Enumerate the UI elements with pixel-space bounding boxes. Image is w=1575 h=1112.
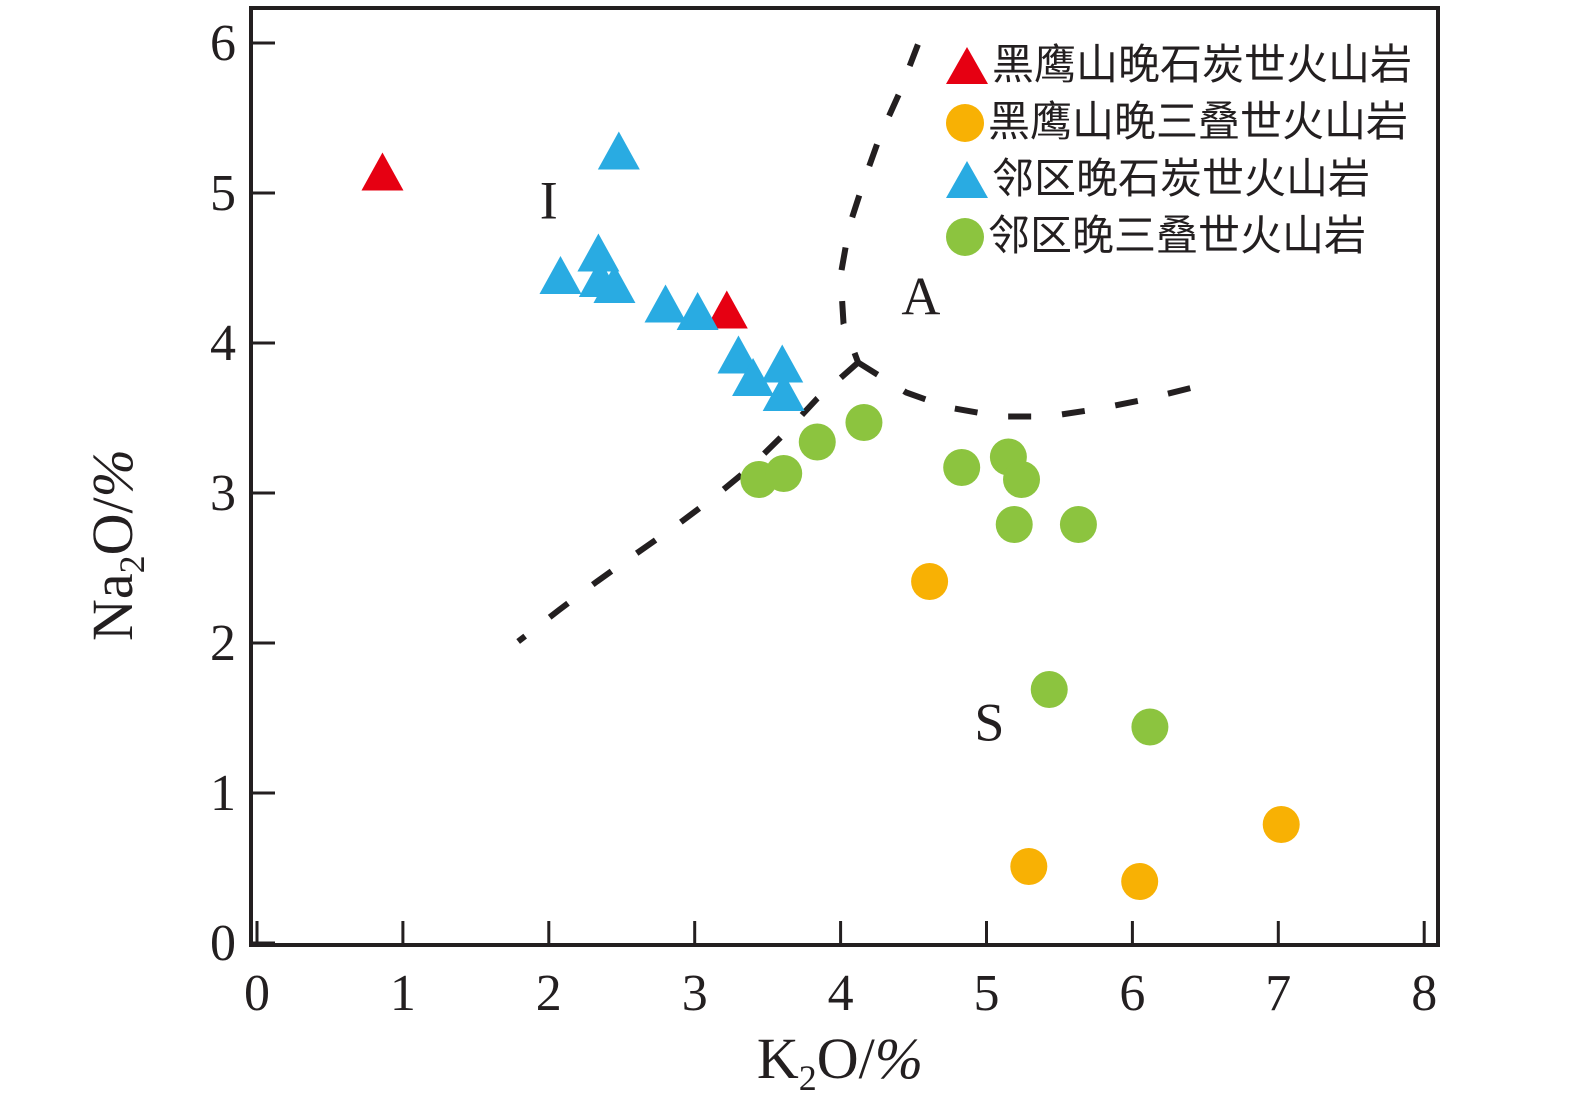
- x-tick-label: 7: [1265, 965, 1291, 1022]
- data-point-series-1: [1262, 806, 1300, 843]
- x-tick-label: 4: [828, 965, 854, 1022]
- data-point-series-3: [765, 455, 803, 492]
- x-tick-label: 5: [974, 965, 1000, 1022]
- region-label-I: I: [540, 171, 558, 231]
- data-point-series-2: [597, 131, 640, 170]
- y-axis-label: Na2O/%: [80, 449, 152, 641]
- y-tick-label: 5: [210, 165, 236, 222]
- field-boundary-dashed-line: [516, 360, 861, 644]
- data-point-series-2: [761, 344, 804, 383]
- x-tick-label: 3: [682, 965, 708, 1022]
- field-boundary-dashed-line: [856, 359, 1192, 420]
- data-point-series-3: [1030, 671, 1068, 708]
- data-point-series-2: [717, 335, 760, 374]
- x-axis-label: K2O/%: [757, 1026, 923, 1098]
- legend-item: 黑鹰山晚三叠世火山岩: [946, 94, 1412, 151]
- data-point-series-3: [995, 506, 1033, 543]
- data-point-series-3: [1003, 461, 1041, 498]
- legend-item: 邻区晚石炭世火山岩: [946, 151, 1412, 208]
- data-point-series-1: [1121, 863, 1159, 900]
- legend-label: 黑鹰山晚三叠世火山岩: [988, 99, 1409, 146]
- region-label-S: S: [974, 693, 1004, 753]
- plot-frame: [249, 6, 1440, 947]
- legend-marker-triangle-icon: [946, 161, 988, 198]
- data-point-series-0: [705, 290, 748, 329]
- legend-marker-circle-icon: [946, 217, 984, 256]
- data-point-series-2: [762, 373, 805, 411]
- legend-item: 邻区晚三叠世火山岩: [946, 208, 1412, 265]
- data-point-series-3: [798, 423, 836, 461]
- data-point-series-3: [845, 404, 883, 441]
- legend-marker-triangle-icon: [946, 47, 988, 84]
- data-point-series-0: [361, 152, 404, 191]
- legend-item: 黑鹰山晚石炭世火山岩: [946, 37, 1412, 94]
- data-point-series-1: [1010, 848, 1048, 885]
- x-tick-label: 6: [1119, 965, 1145, 1022]
- data-point-series-3: [1059, 506, 1097, 543]
- legend: 黑鹰山晚石炭世火山岩 黑鹰山晚三叠世火山岩 邻区晚石炭世火山岩 邻区晚三叠世火山…: [946, 37, 1412, 265]
- y-tick-label: 4: [210, 315, 236, 372]
- data-point-series-2: [539, 256, 582, 294]
- y-tick-label: 3: [210, 465, 236, 522]
- y-tick-label: 2: [210, 615, 236, 672]
- legend-label: 黑鹰山晚石炭世火山岩: [992, 42, 1413, 89]
- data-point-series-3: [943, 449, 981, 486]
- x-tick-label: 1: [390, 965, 416, 1022]
- legend-label: 邻区晚石炭世火山岩: [992, 156, 1371, 203]
- region-label-A: A: [901, 267, 940, 327]
- field-boundary-dashed-line: [837, 43, 921, 364]
- data-point-series-1: [911, 563, 949, 600]
- data-point-series-2: [644, 284, 687, 323]
- data-point-series-2: [577, 233, 620, 272]
- y-tick-label: 0: [210, 915, 236, 972]
- data-point-series-2: [593, 265, 636, 303]
- y-tick-label: 6: [210, 15, 236, 72]
- x-tick-label: 8: [1411, 965, 1437, 1022]
- data-point-series-3: [1131, 708, 1169, 746]
- data-point-series-2: [676, 292, 719, 330]
- data-point-series-2: [732, 358, 775, 396]
- x-tick-label: 0: [244, 965, 270, 1022]
- x-tick-label: 2: [536, 965, 562, 1022]
- y-tick-label: 1: [210, 765, 236, 822]
- legend-label: 邻区晚三叠世火山岩: [988, 213, 1367, 260]
- legend-marker-circle-icon: [946, 103, 984, 142]
